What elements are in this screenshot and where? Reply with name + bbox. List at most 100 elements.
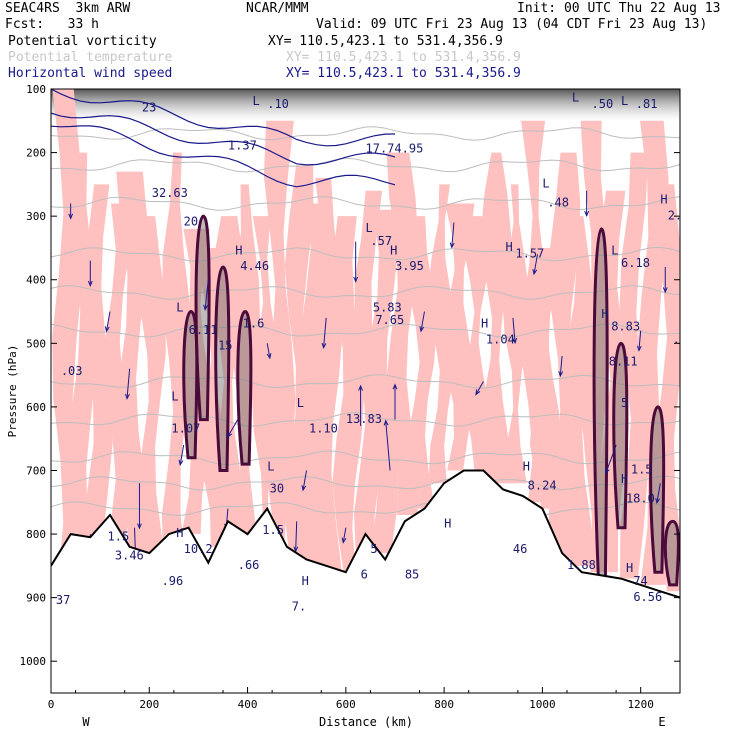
plot-frame: [50, 88, 681, 694]
field-label: 17.74.95: [366, 142, 424, 156]
field-label: L: [611, 243, 618, 257]
theta-isentrope: [51, 285, 680, 300]
field-label: 20: [184, 215, 198, 229]
pv-fill-column: [263, 120, 296, 566]
wind-arrowhead: [178, 459, 184, 467]
field-label: 1.10: [309, 421, 338, 435]
field-label: .7: [673, 332, 687, 346]
theta-isentrope: [51, 450, 680, 466]
east-endpoint-label: E: [658, 715, 665, 729]
wind-arrow: [323, 317, 327, 348]
org-label: NCAR/MMM: [246, 1, 309, 16]
field-label: 1.07: [171, 421, 200, 435]
x-tick-label: 800: [434, 698, 454, 711]
field-label: L: [171, 390, 178, 404]
y-tick-label: 500: [26, 337, 46, 350]
pv-contour: [214, 265, 231, 472]
field-label: H: [235, 243, 242, 257]
wind-arrowhead: [358, 384, 363, 391]
wind-arrow: [227, 419, 239, 438]
wind-arrowhead: [449, 242, 455, 249]
wind-arrow: [559, 355, 563, 376]
field-label: L: [297, 396, 304, 410]
y-tick-label: 100: [26, 83, 46, 96]
field-label: 5: [370, 542, 377, 556]
y-tick-label: 800: [26, 528, 46, 541]
pv-fill-column: [229, 184, 261, 566]
field-label: L: [621, 94, 628, 108]
pv-fill-column: [137, 216, 167, 585]
wind-arrowhead: [383, 419, 389, 426]
field-label: 6.56: [633, 590, 662, 604]
wind-arrow: [302, 470, 308, 491]
stratosphere-shading: [51, 89, 680, 121]
wind-arrow: [475, 381, 484, 395]
field-label: 3.95: [395, 259, 424, 273]
y-tick-label: 600: [26, 401, 46, 414]
theta-isentrope: [51, 323, 680, 339]
wind-arrow: [656, 483, 661, 503]
field-label: 10.2: [184, 542, 213, 556]
wind-arrowhead: [636, 345, 642, 352]
wind-arrowhead: [419, 326, 425, 333]
theta-isentrope: [51, 157, 680, 173]
x-tick-label: 1200: [627, 698, 654, 711]
init-label: Init: 00 UTC Thu 22 Aug 13: [517, 1, 721, 16]
theta-isentrope: [51, 501, 680, 517]
wind-arrowhead: [104, 326, 110, 333]
field-label: 6.18: [621, 256, 650, 270]
field-label: 1.5: [631, 463, 653, 477]
field-name-wind: Horizontal wind speed: [8, 66, 173, 81]
field-label: 74: [633, 574, 647, 588]
west-endpoint-label: W: [82, 715, 90, 729]
field-label: 1.04: [486, 332, 515, 346]
field-label: 1.6: [243, 316, 265, 330]
y-tick-label: 900: [26, 592, 46, 605]
wind-arrowhead: [266, 353, 272, 360]
field-label: 1.57: [515, 246, 544, 260]
field-xy-wind: XY= 110.5,423.1 to 531.4,356.9: [286, 66, 521, 81]
field-label: H: [302, 574, 309, 588]
terrain-mask: [51, 470, 680, 693]
field-label: L: [572, 91, 579, 105]
field-label: L: [542, 177, 549, 191]
field-label: H: [621, 472, 628, 486]
y-tick-label: 1000: [20, 655, 47, 668]
field-label: 5.83: [373, 301, 402, 315]
wind-arrowhead: [301, 485, 307, 492]
pv-contour: [194, 214, 211, 422]
field-label: 46: [513, 542, 527, 556]
field-label: 1.88: [567, 558, 596, 572]
theta-isentrope: [51, 475, 680, 491]
field-label: 32.63: [152, 186, 188, 200]
pv-fill-column: [284, 165, 314, 566]
field-label: 7.: [292, 599, 306, 613]
wind-arrow: [605, 444, 617, 474]
wind-arrow: [295, 521, 298, 552]
pv-fill-column: [565, 216, 595, 566]
wind-arrowhead: [584, 210, 590, 218]
pv-contour: [236, 310, 253, 466]
wind-arrow: [204, 279, 209, 310]
field-label: 18.0: [626, 491, 655, 505]
field-label: H: [481, 316, 488, 330]
wind-arrowhead: [655, 497, 661, 505]
model-title: SEAC4RS 3km ARW: [5, 1, 131, 16]
field-label: 1.5: [262, 523, 284, 537]
x-axis-label: Distance (km): [319, 715, 413, 729]
wind-arrow: [342, 527, 347, 543]
wind-arrowhead: [203, 304, 208, 311]
field-xy-pv: XY= 110.5,423.1 to 531.4,356.9: [268, 34, 503, 49]
pv-fill-column: [386, 152, 419, 515]
jet-isotach: [51, 89, 396, 147]
pv-fill-column: [480, 152, 512, 484]
field-name-theta: Potential temperature: [8, 50, 173, 65]
field-label: 15: [218, 339, 232, 353]
wind-arrow: [266, 343, 271, 359]
field-label: L: [252, 94, 259, 108]
field-label: H: [523, 459, 530, 473]
wind-arrowhead: [475, 389, 481, 396]
field-label: H: [626, 561, 633, 575]
field-label: .10: [267, 97, 289, 111]
field-label: 7.65: [375, 313, 404, 327]
